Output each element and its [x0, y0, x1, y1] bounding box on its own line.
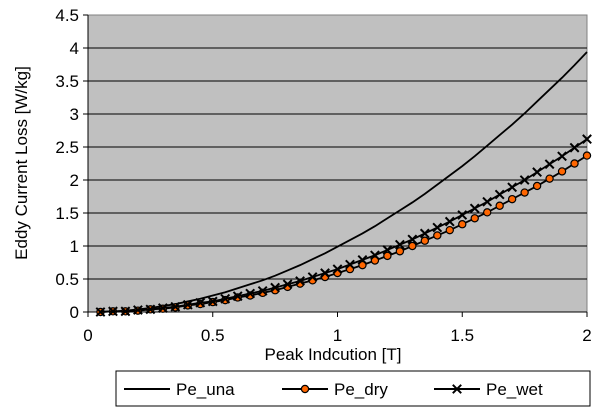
y-tick-label: 3.5	[55, 72, 79, 91]
data-point	[445, 225, 454, 235]
data-point	[182, 299, 193, 310]
data-point	[532, 167, 543, 177]
data-point	[470, 214, 479, 223]
legend-box	[115, 370, 591, 407]
series-layer	[95, 51, 592, 317]
data-point	[257, 285, 268, 296]
y-tick-label: 0	[70, 303, 79, 322]
data-point	[132, 305, 143, 315]
gridlines	[88, 47, 587, 280]
data-point	[482, 196, 493, 207]
data-point	[557, 151, 567, 162]
data-point	[320, 268, 330, 278]
data-point	[452, 384, 462, 394]
legend-entry-pe-una: Pe_una	[124, 380, 235, 399]
legend-entry-pe-dry: Pe_dry	[282, 380, 388, 399]
data-point	[419, 228, 430, 239]
data-point	[207, 296, 218, 307]
data-point	[270, 282, 281, 293]
data-point	[332, 264, 343, 275]
y-tick-label: 0.5	[55, 270, 79, 289]
data-point	[157, 303, 168, 313]
data-point	[582, 134, 592, 144]
y-tick-label: 4.5	[55, 6, 79, 25]
data-point	[507, 194, 517, 204]
data-point	[370, 250, 380, 261]
data-point	[483, 208, 492, 217]
data-point	[120, 306, 131, 317]
data-point	[195, 297, 206, 308]
data-point	[444, 216, 455, 227]
data-point	[494, 189, 505, 200]
series-line	[100, 138, 588, 313]
data-point	[582, 151, 592, 160]
data-point	[408, 241, 417, 251]
data-point	[282, 279, 293, 290]
data-point	[569, 142, 580, 153]
data-point	[370, 256, 380, 265]
legend: Pe_una Pe_dry Pe_wet	[115, 370, 591, 407]
data-point	[358, 260, 367, 270]
data-point	[170, 301, 181, 312]
series-pe-wet	[95, 134, 592, 317]
x-axis-label: Peak Indcution [T]	[264, 345, 401, 364]
data-point	[395, 247, 405, 256]
y-tick-label: 3	[70, 105, 79, 124]
data-point	[357, 254, 368, 265]
x-tick-label: 0.5	[201, 326, 225, 345]
data-point	[495, 201, 504, 210]
data-point	[220, 293, 231, 304]
data-point	[433, 231, 442, 240]
data-point	[544, 159, 555, 170]
data-point	[108, 306, 118, 317]
data-point	[382, 245, 393, 255]
data-point	[520, 188, 529, 197]
x-tick-label: 0	[83, 326, 92, 345]
legend-label: Pe_dry	[334, 380, 388, 399]
data-point	[145, 304, 156, 315]
y-tick-label: 1	[70, 237, 79, 256]
data-point	[570, 159, 579, 168]
data-point	[383, 251, 392, 261]
y-axis-label: Eddy Current Loss [W/kg]	[12, 66, 31, 260]
data-point	[232, 291, 243, 302]
series-line	[100, 51, 588, 313]
x-tick-labels: 0 0.5 1 1.5 2	[83, 326, 591, 345]
data-point	[458, 220, 467, 229]
data-point	[545, 174, 554, 183]
data-point	[394, 239, 405, 250]
axes	[83, 14, 588, 317]
data-point	[245, 288, 256, 299]
data-point	[307, 272, 318, 282]
legend-entry-pe-wet: Pe_wet	[434, 380, 543, 399]
legend-label: Pe_una	[176, 380, 235, 399]
data-point	[469, 203, 480, 214]
series-pe-una	[100, 51, 588, 313]
x-tick-label: 2	[582, 326, 591, 345]
y-tick-label: 4	[70, 39, 79, 58]
legend-label: Pe_wet	[486, 380, 543, 399]
x-tick-label: 1.5	[450, 326, 474, 345]
data-point	[532, 181, 542, 191]
data-point	[295, 276, 305, 286]
plot-area	[87, 14, 588, 313]
data-point	[457, 210, 468, 220]
data-point	[507, 182, 518, 193]
y-tick-label: 1.5	[55, 204, 79, 223]
x-tick-label: 1	[333, 326, 342, 345]
data-point	[407, 234, 418, 245]
data-point	[345, 259, 355, 270]
data-point	[300, 384, 310, 394]
y-tick-label: 2	[70, 171, 79, 190]
data-point	[95, 307, 106, 317]
y-tick-label: 2.5	[55, 138, 79, 157]
data-point	[557, 167, 567, 176]
y-tick-labels: 0 0.5 1 1.5 2 2.5 3 3.5 4 4.5	[55, 6, 79, 322]
data-point	[519, 175, 530, 185]
data-point	[432, 222, 443, 233]
data-point	[420, 236, 430, 245]
